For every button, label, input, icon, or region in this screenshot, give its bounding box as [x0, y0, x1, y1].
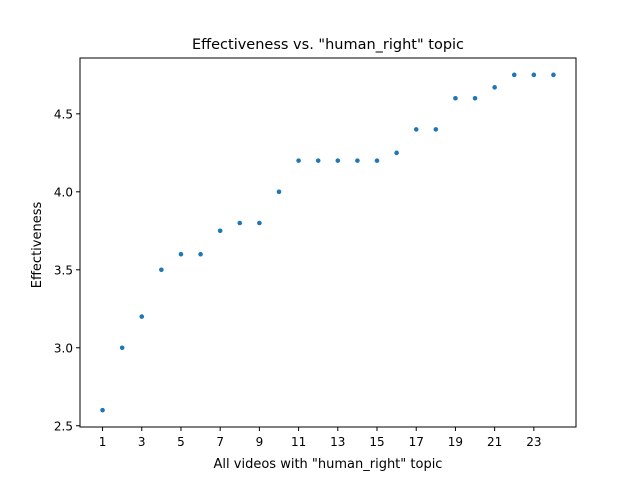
data-point — [453, 95, 458, 101]
data-point — [394, 150, 399, 156]
data-point — [492, 85, 497, 90]
y-tick-label: 4.0 — [54, 185, 73, 199]
data-point — [198, 251, 203, 257]
x-tick-label: 3 — [138, 435, 146, 449]
x-tick-label: 13 — [330, 435, 345, 449]
x-tick-label: 5 — [177, 435, 185, 449]
x-tick-label: 1 — [99, 435, 107, 449]
data-point — [433, 127, 439, 132]
data-point — [139, 314, 145, 319]
data-point — [531, 72, 537, 78]
data-point — [413, 127, 419, 132]
data-point — [551, 72, 556, 78]
x-tick-label: 21 — [487, 435, 502, 449]
x-tick-label: 23 — [526, 435, 541, 449]
data-point — [159, 267, 164, 273]
y-axis: 2.5 3.0 3.5 4.0 4.5 — [54, 107, 80, 433]
data-point — [374, 158, 380, 163]
data-points — [100, 72, 556, 413]
data-point — [100, 407, 105, 413]
plot-frame — [79, 57, 577, 428]
y-tick-label: 3.5 — [54, 263, 73, 277]
y-tick-label: 4.5 — [54, 107, 73, 121]
data-point — [276, 189, 282, 195]
x-axis: 1 3 5 7 9 11 13 15 17 19 21 23 — [99, 427, 541, 449]
data-point — [472, 95, 478, 101]
x-tick-label: 15 — [369, 435, 384, 449]
data-point — [237, 220, 243, 226]
plot-area — [79, 57, 577, 428]
data-point — [296, 158, 301, 163]
x-tick-label: 7 — [216, 435, 224, 449]
data-point — [178, 251, 184, 257]
data-point — [355, 158, 360, 163]
chart-title: Effectiveness vs. "human_right" topic — [192, 37, 464, 53]
x-tick-label: 19 — [448, 435, 463, 449]
data-point — [257, 220, 262, 226]
y-axis-label: Effectiveness — [30, 202, 45, 289]
x-tick-label: 11 — [291, 435, 306, 449]
data-point — [335, 158, 341, 163]
data-point — [119, 345, 125, 351]
x-tick-label: 17 — [409, 435, 424, 449]
y-tick-label: 2.5 — [54, 419, 73, 433]
y-tick-label: 3.0 — [54, 341, 73, 355]
data-point — [217, 228, 223, 234]
data-point — [511, 72, 517, 78]
x-axis-label: All videos with "human_right" topic — [214, 457, 443, 472]
data-point — [315, 158, 321, 163]
x-tick-label: 9 — [256, 435, 264, 449]
